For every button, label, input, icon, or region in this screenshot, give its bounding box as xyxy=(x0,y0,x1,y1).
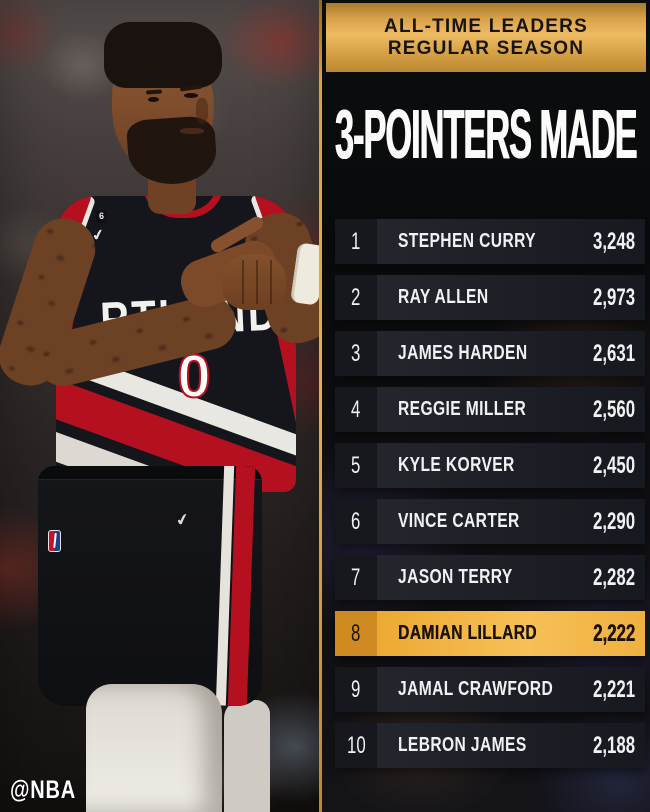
player-name-cell: JASON TERRY xyxy=(398,566,513,588)
player-name-cell: LEBRON JAMES xyxy=(398,734,527,756)
rank-cell: 8 xyxy=(351,619,361,647)
stat-title: 3-POINTERS MADE xyxy=(335,95,638,173)
right-leg-tights xyxy=(224,700,270,812)
leaderboard-row: 4 REGGIE MILLER 2,560 xyxy=(335,387,645,432)
player-figure: 6 ✔ RTLAND 0 ✔ xyxy=(0,0,319,812)
nose xyxy=(196,98,208,124)
nike-swoosh-icon: ✔ xyxy=(174,510,192,531)
stat-value-cell: 2,560 xyxy=(592,395,635,423)
header-line-1: ALL-TIME LEADERS xyxy=(384,15,588,37)
leaderboard-row: 3 JAMES HARDEN 2,631 xyxy=(335,331,645,376)
nba-logo-patch-icon xyxy=(48,530,61,552)
eye xyxy=(184,93,198,98)
beard xyxy=(125,115,219,187)
rank-cell: 2 xyxy=(351,283,361,311)
player-name-cell: RAY ALLEN xyxy=(398,286,489,308)
rank-cell: 6 xyxy=(351,507,361,535)
shorts-side-stripes xyxy=(215,466,262,706)
leaderboard-row: 1 STEPHEN CURRY 3,248 xyxy=(335,219,645,264)
stat-value-cell: 2,188 xyxy=(592,731,635,759)
leaderboard-row: 9 JAMAL CRAWFORD 2,221 xyxy=(335,667,645,712)
jersey-chest-patch: 6 xyxy=(96,210,107,223)
player-name-cell: JAMES HARDEN xyxy=(398,342,528,364)
stat-value-cell: 2,450 xyxy=(592,451,635,479)
player-photo: 6 ✔ RTLAND 0 ✔ xyxy=(0,0,319,812)
rank-cell: 9 xyxy=(351,675,361,703)
header-banner: ALL-TIME LEADERS REGULAR SEASON xyxy=(326,3,646,72)
stats-panel: ALL-TIME LEADERS REGULAR SEASON 3-POINTE… xyxy=(322,0,650,812)
rank-cell: 10 xyxy=(346,731,366,759)
player-name-cell: DAMIAN LILLARD xyxy=(398,622,537,644)
leaderboard-row: 6 VINCE CARTER 2,290 xyxy=(335,499,645,544)
leaderboard: 1 STEPHEN CURRY 3,248 2 RAY ALLEN 2,973 … xyxy=(335,219,645,768)
rank-cell: 5 xyxy=(351,451,361,479)
left-leg-tights xyxy=(86,684,222,812)
gold-divider xyxy=(319,0,322,812)
rank-cell: 7 xyxy=(351,563,361,591)
fist xyxy=(222,254,286,310)
rank-cell: 4 xyxy=(351,395,361,423)
leaderboard-row: 7 JASON TERRY 2,282 xyxy=(335,555,645,600)
eye xyxy=(148,97,159,102)
hair xyxy=(104,22,222,88)
shorts: ✔ xyxy=(38,466,262,706)
player-name-cell: VINCE CARTER xyxy=(398,510,520,532)
stat-value-cell: 2,282 xyxy=(592,563,635,591)
leaderboard-row: 2 RAY ALLEN 2,973 xyxy=(335,275,645,320)
player-name-cell: STEPHEN CURRY xyxy=(398,230,536,252)
stat-value-cell: 2,631 xyxy=(592,339,635,367)
stat-value-cell: 2,290 xyxy=(592,507,635,535)
nba-watermark: @NBA xyxy=(10,776,77,804)
player-name-cell: REGGIE MILLER xyxy=(398,398,527,420)
player-name-cell: JAMAL CRAWFORD xyxy=(398,678,554,700)
leaderboard-row: 10 LEBRON JAMES 2,188 xyxy=(335,723,645,768)
player-name-cell: KYLE KORVER xyxy=(398,454,515,476)
stat-value-cell: 3,248 xyxy=(592,227,635,255)
rank-cell: 3 xyxy=(351,339,361,367)
rank-cell: 1 xyxy=(351,227,361,255)
header-line-2: REGULAR SEASON xyxy=(387,37,585,59)
mouth xyxy=(180,128,204,134)
stat-value-cell: 2,222 xyxy=(592,619,635,647)
stat-value-cell: 2,221 xyxy=(592,675,635,703)
leaderboard-row: 5 KYLE KORVER 2,450 xyxy=(335,443,645,488)
leaderboard-row: 8 DAMIAN LILLARD 2,222 xyxy=(335,611,645,656)
shorts-waistband xyxy=(38,466,262,480)
stat-value-cell: 2,973 xyxy=(592,283,635,311)
